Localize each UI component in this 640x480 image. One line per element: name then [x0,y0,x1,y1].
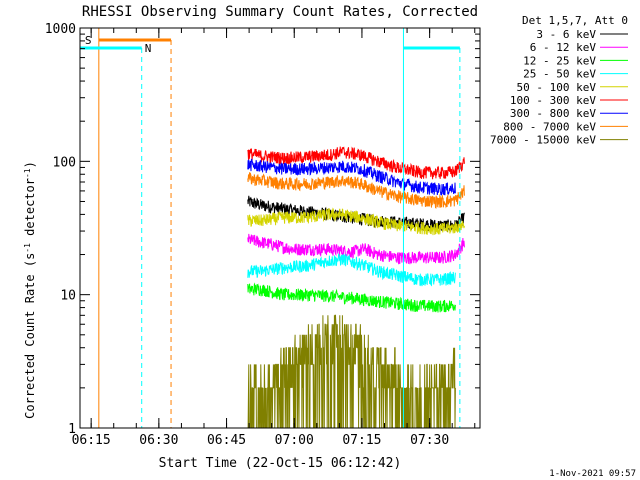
y-label-part-1: Corrected Count Rate (s [23,253,37,419]
legend-label: 100 - 300 keV [510,94,596,107]
series-line-2 [247,282,456,313]
legend-label: 3 - 6 keV [536,28,596,41]
y-label-sup-1: -1 [23,243,32,253]
x-tick-label: 06:15 [72,433,111,448]
plot-frame [79,27,481,429]
legend-label: 12 - 25 keV [523,54,596,67]
y-axis-label: Corrected Count Rate (s-1 detector-1) [23,161,38,419]
plot-area: SN [80,28,465,429]
legend-label: 6 - 12 keV [530,41,597,54]
timestamp: 1-Nov-2021 09:57 [549,469,636,479]
series-line-3 [247,253,456,287]
axes: 1 10 100 1000 06:15 06:30 06:45 07:00 07:15 07:30 [45,22,481,448]
legend-label: 800 - 7000 keV [503,120,596,133]
legend-label: 300 - 800 keV [510,107,596,120]
legend-title: Det 1,5,7, Att 0 [522,14,628,27]
series-line-7 [247,172,465,209]
y-label-part-3: ) [23,161,37,168]
x-tick-label: 07:15 [342,433,381,448]
x-tick-label: 06:45 [207,433,246,448]
y-tick-label: 100 [53,155,76,170]
y-tick-label: 1 [68,422,76,437]
x-axis-label: Start Time (22-Oct-15 06:12:42) [159,456,402,471]
y-tick-label: 1000 [45,22,76,37]
saa-flag-label: S [85,34,92,47]
x-tick-label: 06:30 [139,433,178,448]
series-line-6 [247,158,456,196]
series-line-1 [247,233,465,265]
x-tick-label: 07:00 [275,433,314,448]
legend-label: 50 - 100 keV [517,81,597,94]
series-line-8 [247,314,456,429]
y-label-sup-2: -1 [23,168,32,178]
legend-label: 7000 - 15000 keV [490,134,596,147]
legend-label: 25 - 50 keV [523,68,596,81]
series-line-5 [247,146,465,180]
chart-title: RHESSI Observing Summary Count Rates, Co… [82,4,478,20]
night-flag-label: N [145,42,152,55]
y-label-part-2: detector [23,178,37,243]
y-tick-label: 10 [60,289,76,304]
series-line-4 [247,207,465,236]
x-tick-label: 07:30 [410,433,449,448]
